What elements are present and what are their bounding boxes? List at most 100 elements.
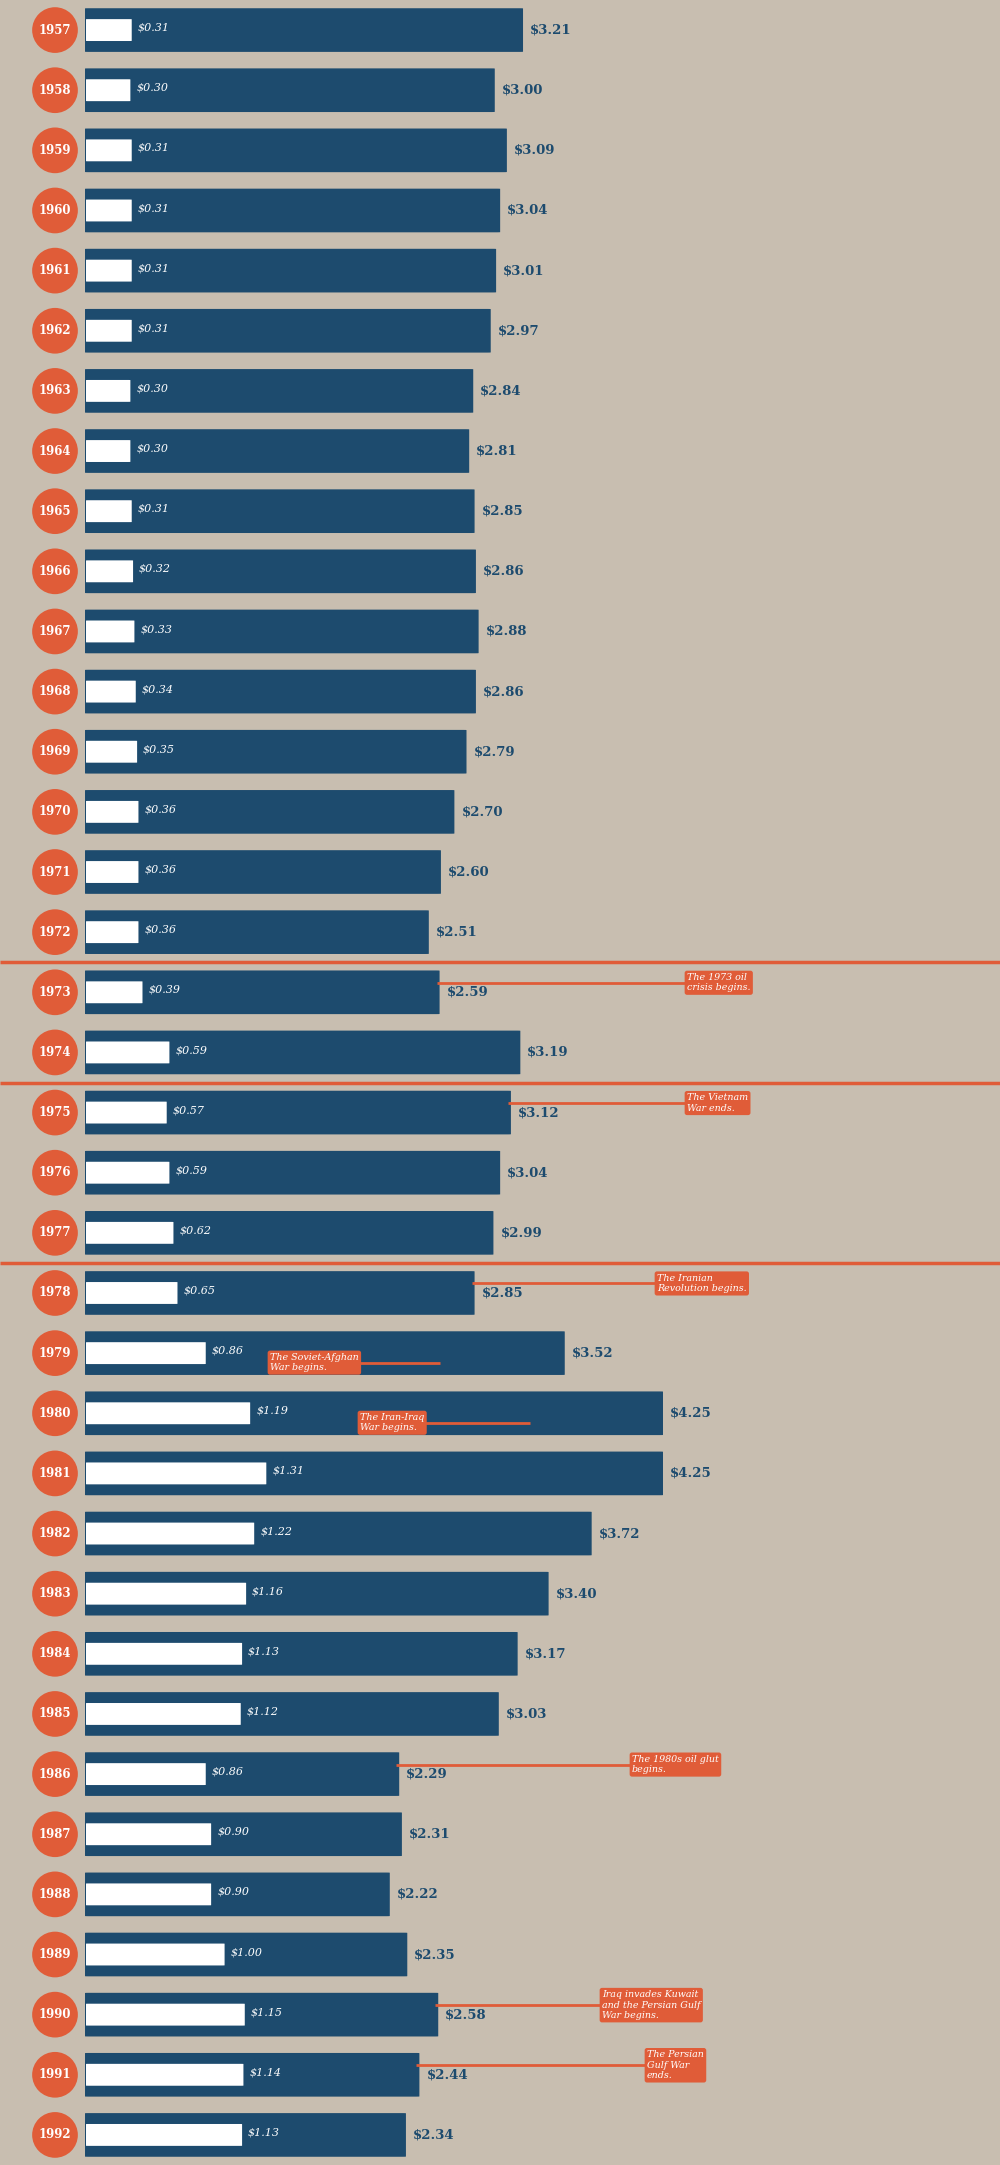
Ellipse shape bbox=[32, 307, 78, 353]
Text: $3.72: $3.72 bbox=[599, 1526, 640, 1539]
Ellipse shape bbox=[32, 1572, 78, 1617]
Ellipse shape bbox=[32, 1451, 78, 1496]
Text: 1973: 1973 bbox=[39, 985, 71, 998]
Text: 1970: 1970 bbox=[39, 805, 71, 818]
Ellipse shape bbox=[32, 1691, 78, 1736]
Text: $2.59: $2.59 bbox=[447, 985, 488, 998]
Text: $4.25: $4.25 bbox=[670, 1468, 712, 1481]
FancyBboxPatch shape bbox=[86, 981, 142, 1002]
Text: 1963: 1963 bbox=[39, 385, 71, 398]
Text: $2.35: $2.35 bbox=[414, 1948, 456, 1961]
Ellipse shape bbox=[32, 970, 78, 1015]
Ellipse shape bbox=[32, 128, 78, 173]
Text: 1988: 1988 bbox=[39, 1888, 71, 1901]
Text: $0.30: $0.30 bbox=[136, 444, 168, 455]
Text: $2.34: $2.34 bbox=[413, 2128, 455, 2141]
Text: $0.31: $0.31 bbox=[138, 143, 170, 154]
Text: The Vietnam
War ends.: The Vietnam War ends. bbox=[687, 1093, 748, 1113]
FancyBboxPatch shape bbox=[86, 500, 132, 522]
Text: $1.31: $1.31 bbox=[272, 1466, 304, 1477]
Text: $1.13: $1.13 bbox=[248, 1645, 280, 1656]
Text: 1983: 1983 bbox=[39, 1587, 71, 1600]
Ellipse shape bbox=[32, 1871, 78, 1918]
Text: The Iranian
Revolution begins.: The Iranian Revolution begins. bbox=[657, 1273, 747, 1293]
FancyBboxPatch shape bbox=[86, 1583, 246, 1604]
Text: $0.31: $0.31 bbox=[138, 264, 170, 273]
Text: 1967: 1967 bbox=[39, 626, 71, 639]
Text: $2.51: $2.51 bbox=[436, 927, 478, 940]
Text: $0.59: $0.59 bbox=[175, 1165, 207, 1176]
Ellipse shape bbox=[32, 1150, 78, 1195]
Ellipse shape bbox=[32, 489, 78, 535]
FancyBboxPatch shape bbox=[85, 1751, 399, 1797]
Text: 1971: 1971 bbox=[39, 866, 71, 879]
Ellipse shape bbox=[32, 188, 78, 234]
Ellipse shape bbox=[32, 1210, 78, 1256]
Ellipse shape bbox=[32, 1390, 78, 1435]
Ellipse shape bbox=[32, 730, 78, 775]
Text: $2.29: $2.29 bbox=[406, 1767, 448, 1780]
FancyBboxPatch shape bbox=[85, 489, 475, 533]
Text: $2.81: $2.81 bbox=[476, 444, 518, 457]
Text: $2.85: $2.85 bbox=[482, 1286, 523, 1299]
FancyBboxPatch shape bbox=[85, 1693, 499, 1736]
Ellipse shape bbox=[32, 1031, 78, 1076]
Text: $0.90: $0.90 bbox=[217, 1827, 249, 1836]
FancyBboxPatch shape bbox=[85, 1992, 438, 2037]
FancyBboxPatch shape bbox=[85, 368, 473, 414]
Text: $0.36: $0.36 bbox=[144, 805, 176, 814]
FancyBboxPatch shape bbox=[86, 1163, 169, 1184]
Text: 1979: 1979 bbox=[39, 1347, 71, 1360]
Ellipse shape bbox=[32, 1751, 78, 1797]
Text: $1.19: $1.19 bbox=[256, 1405, 288, 1416]
Ellipse shape bbox=[32, 548, 78, 593]
FancyBboxPatch shape bbox=[85, 188, 500, 232]
FancyBboxPatch shape bbox=[86, 320, 132, 342]
FancyBboxPatch shape bbox=[86, 1522, 254, 1544]
Text: 1981: 1981 bbox=[39, 1468, 71, 1481]
Text: $0.35: $0.35 bbox=[143, 745, 175, 753]
FancyBboxPatch shape bbox=[85, 2052, 419, 2096]
Ellipse shape bbox=[32, 1511, 78, 1557]
FancyBboxPatch shape bbox=[86, 1403, 250, 1425]
Text: $0.31: $0.31 bbox=[138, 504, 170, 513]
FancyBboxPatch shape bbox=[86, 260, 132, 281]
Text: $2.58: $2.58 bbox=[445, 2009, 487, 2022]
Ellipse shape bbox=[32, 849, 78, 894]
Text: $2.22: $2.22 bbox=[397, 1888, 439, 1901]
Text: $1.15: $1.15 bbox=[251, 2007, 283, 2018]
Text: $3.00: $3.00 bbox=[502, 84, 543, 97]
Ellipse shape bbox=[32, 2052, 78, 2098]
Ellipse shape bbox=[32, 909, 78, 955]
Text: 1964: 1964 bbox=[39, 444, 71, 457]
Ellipse shape bbox=[32, 1089, 78, 1134]
FancyBboxPatch shape bbox=[85, 730, 467, 773]
Text: 1975: 1975 bbox=[39, 1106, 71, 1119]
FancyBboxPatch shape bbox=[86, 439, 130, 461]
Text: $3.12: $3.12 bbox=[518, 1106, 560, 1119]
Ellipse shape bbox=[32, 1992, 78, 2037]
Ellipse shape bbox=[32, 788, 78, 836]
Text: $1.16: $1.16 bbox=[252, 1587, 284, 1596]
Text: $0.32: $0.32 bbox=[139, 563, 171, 574]
Text: $0.34: $0.34 bbox=[142, 684, 174, 695]
FancyBboxPatch shape bbox=[85, 1812, 402, 1855]
Text: The Persian
Gulf War
ends.: The Persian Gulf War ends. bbox=[647, 2050, 704, 2081]
Text: $3.21: $3.21 bbox=[530, 24, 572, 37]
Text: $3.17: $3.17 bbox=[525, 1648, 566, 1661]
Text: $2.88: $2.88 bbox=[486, 626, 527, 639]
Text: $0.57: $0.57 bbox=[173, 1104, 205, 1115]
Text: $0.36: $0.36 bbox=[144, 864, 176, 875]
FancyBboxPatch shape bbox=[86, 1823, 211, 1845]
Text: $0.36: $0.36 bbox=[144, 924, 176, 935]
FancyBboxPatch shape bbox=[86, 862, 138, 883]
Ellipse shape bbox=[32, 1271, 78, 1316]
FancyBboxPatch shape bbox=[86, 561, 133, 582]
Text: 1974: 1974 bbox=[39, 1046, 71, 1059]
FancyBboxPatch shape bbox=[85, 2113, 406, 2156]
FancyBboxPatch shape bbox=[86, 1643, 242, 1665]
Text: $2.70: $2.70 bbox=[461, 805, 503, 818]
Text: 1986: 1986 bbox=[39, 1767, 71, 1780]
FancyBboxPatch shape bbox=[86, 621, 134, 643]
Text: 1990: 1990 bbox=[39, 2009, 71, 2022]
